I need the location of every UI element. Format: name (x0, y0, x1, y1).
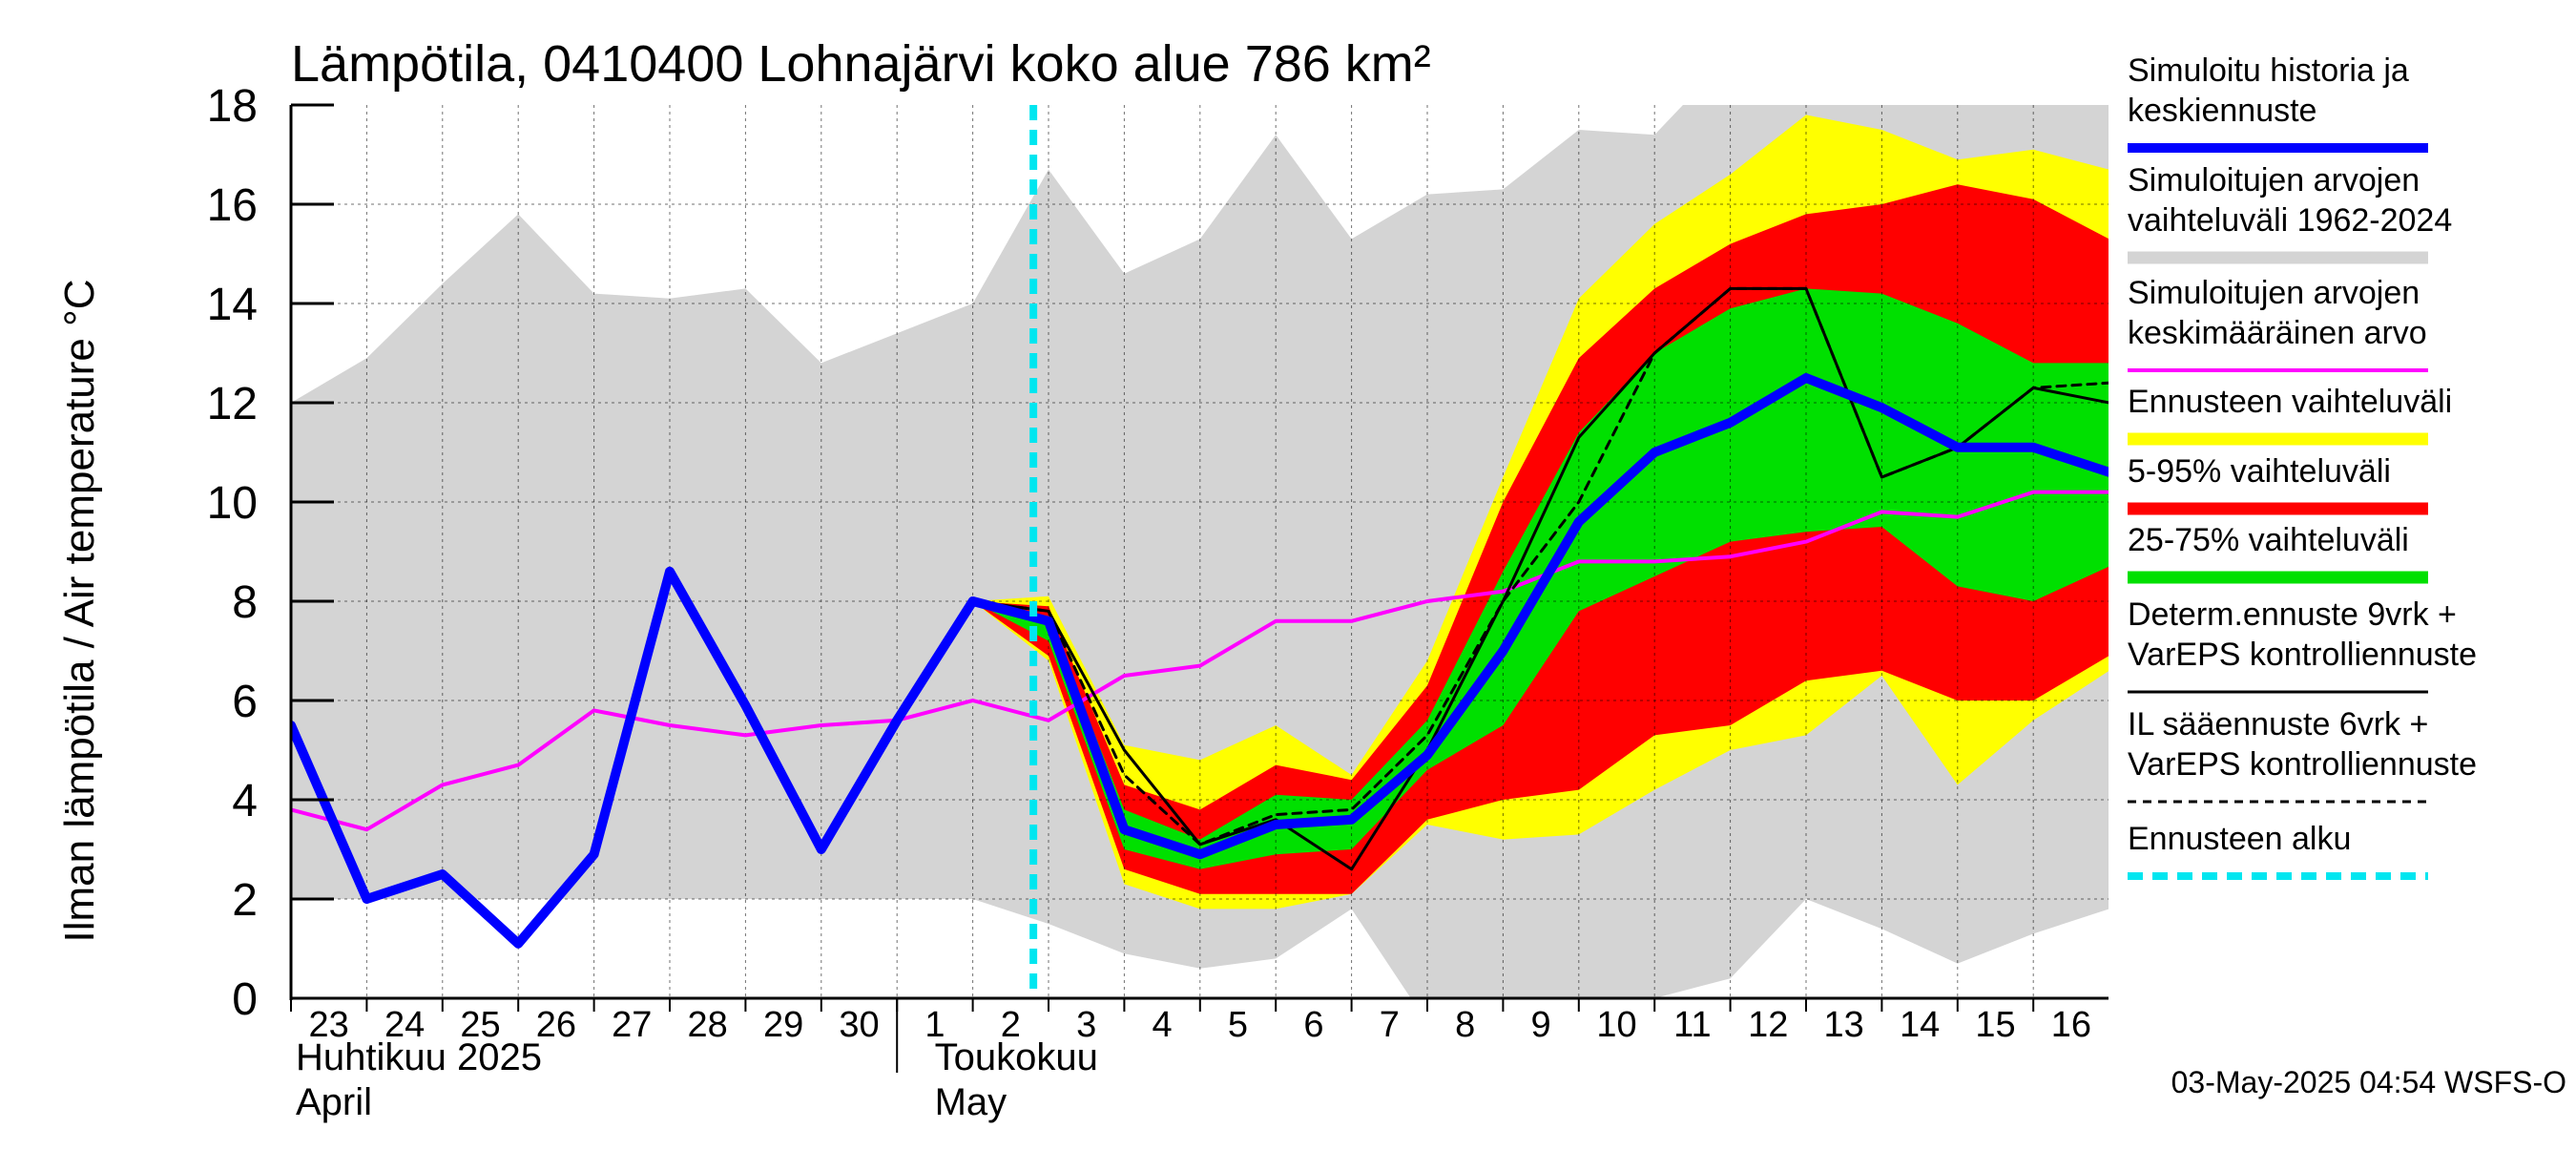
x-tick-label: 28 (688, 1005, 728, 1045)
month-label-en: April (296, 1081, 372, 1123)
legend-label: 5-95% vaihteluväli (2128, 453, 2391, 490)
x-tick-label: 30 (839, 1005, 879, 1045)
y-tick-label: 2 (232, 875, 258, 926)
y-tick-label: 16 (207, 180, 258, 231)
x-tick-label: 8 (1455, 1005, 1475, 1045)
legend-label: Simuloitujen arvojen (2128, 162, 2420, 199)
y-tick-label: 4 (232, 776, 258, 826)
legend-label: VarEPS kontrolliennuste (2128, 746, 2477, 783)
y-axis-label: Ilman lämpötila / Air temperature °C (56, 280, 103, 943)
plot-area (291, 105, 2109, 998)
x-tick-label: 23 (309, 1005, 349, 1045)
legend-label: vaihteluväli 1962-2024 (2128, 202, 2452, 239)
x-tick-label: 2 (1001, 1005, 1021, 1045)
x-tick-label: 10 (1596, 1005, 1636, 1045)
x-tick-label: 26 (536, 1005, 576, 1045)
legend-label: Determ.ennuste 9vrk + (2128, 596, 2457, 633)
y-tick-label: 18 (207, 81, 258, 132)
x-tick-label: 29 (763, 1005, 803, 1045)
y-tick-label: 0 (232, 974, 258, 1025)
month-label-en: May (935, 1081, 1008, 1123)
legend-label: Ennusteen alku (2128, 821, 2351, 857)
x-tick-label: 24 (384, 1005, 425, 1045)
x-tick-label: 14 (1900, 1005, 1940, 1045)
legend-label: keskiennuste (2128, 93, 2316, 129)
legend-label: IL sääennuste 6vrk + (2128, 706, 2428, 742)
legend-label: Simuloitujen arvojen (2128, 275, 2420, 311)
y-tick-label: 10 (207, 478, 258, 529)
x-tick-label: 5 (1228, 1005, 1248, 1045)
x-tick-label: 4 (1153, 1005, 1173, 1045)
legend: Simuloitu historia ja keskiennuste Simuloi… (2128, 52, 2477, 880)
legend-label: 25-75% vaihteluväli (2128, 522, 2409, 558)
plot-clip-group (291, 105, 2109, 998)
simulated-history-line (291, 373, 2109, 949)
footer-timestamp: 03-May-2025 04:54 WSFS-O (2171, 1065, 2566, 1099)
y-tick-label: 8 (232, 577, 258, 628)
mean-of-simulations-line (291, 490, 2109, 832)
month-label-fi: Huhtikuu 2025 (296, 1036, 542, 1078)
legend-label: keskimääräinen arvo (2128, 315, 2427, 351)
y-tick-label: 6 (232, 677, 258, 727)
legend-label: Simuloitu historia ja (2128, 52, 2409, 89)
x-tick-label: 3 (1076, 1005, 1096, 1045)
x-tick-label: 1 (924, 1005, 945, 1045)
x-tick-label: 15 (1975, 1005, 2015, 1045)
legend-label: Ennusteen vaihteluväli (2128, 384, 2452, 420)
y-tick-label: 12 (207, 379, 258, 429)
y-tick-label: 14 (207, 280, 258, 330)
deterministic-forecast-line (971, 286, 2109, 871)
x-tick-label: 16 (2051, 1005, 2091, 1045)
legend-label: VarEPS kontrolliennuste (2128, 637, 2477, 673)
x-tick-label: 11 (1673, 1005, 1711, 1045)
x-tick-label: 25 (460, 1005, 500, 1045)
x-tick-label: 7 (1380, 1005, 1400, 1045)
x-tick-label: 12 (1748, 1005, 1788, 1045)
x-tick-label: 9 (1531, 1005, 1551, 1045)
x-tick-label: 6 (1303, 1005, 1323, 1045)
month-label-fi: Toukokuu (935, 1036, 1098, 1078)
x-tick-label: 27 (612, 1005, 652, 1045)
x-tick-label: 13 (1824, 1005, 1864, 1045)
chart-title: Lämpötila, 0410400 Lohnajärvi koko alue … (291, 35, 1431, 93)
